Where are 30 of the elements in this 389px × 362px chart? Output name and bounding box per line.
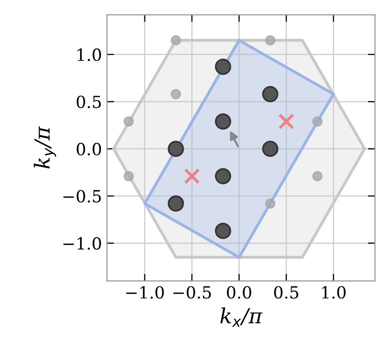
x-tick-label: 0.5 xyxy=(274,286,298,299)
point xyxy=(123,170,134,182)
point xyxy=(262,86,278,102)
y-tick-label: 0.0 xyxy=(76,142,102,156)
y-axis-title: k$_{y}$/π xyxy=(34,126,56,168)
point xyxy=(278,113,294,130)
y-tick-label: 1.0 xyxy=(78,48,102,62)
point xyxy=(214,113,232,130)
x-tick-label: 1.0 xyxy=(322,286,346,299)
point xyxy=(265,35,276,46)
point xyxy=(170,88,182,100)
point xyxy=(214,168,232,184)
y-tick-label: 0.5 xyxy=(76,96,101,108)
x-tick-label: −1.0 xyxy=(126,286,164,299)
point xyxy=(262,140,278,157)
y-tick-label: −1.0 xyxy=(63,237,102,250)
point xyxy=(184,168,200,184)
x-tick-label: −0.5 xyxy=(173,286,211,299)
point xyxy=(312,116,323,127)
x-axis-title: k$_{x}$/π xyxy=(220,307,263,327)
point xyxy=(214,222,232,240)
y-tick-label: −0.5 xyxy=(63,190,101,203)
point xyxy=(312,170,323,182)
x-tick-label: 0.0 xyxy=(226,286,252,299)
point xyxy=(168,140,184,157)
point xyxy=(168,195,184,212)
point xyxy=(214,58,232,75)
point xyxy=(123,116,134,127)
point xyxy=(170,35,182,46)
point xyxy=(265,198,276,209)
